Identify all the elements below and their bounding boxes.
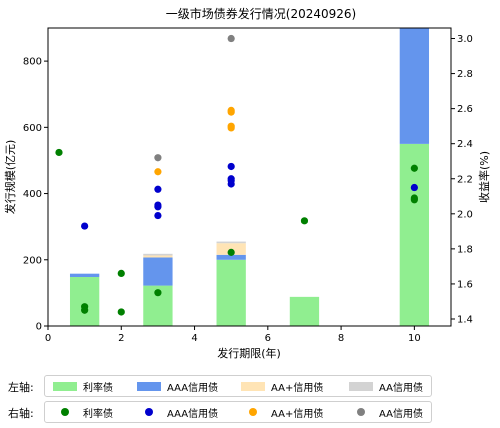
legend-label: AAA信用债 (167, 408, 219, 420)
legend-swatch (53, 381, 77, 391)
legend-right-item-0: 利率债 (53, 402, 113, 422)
point-series0-3 (117, 269, 125, 278)
bar-series3-x3 (143, 253, 173, 256)
legend-label: 利率债 (83, 408, 113, 420)
point-series1-8 (227, 180, 235, 188)
legend-marker (241, 408, 265, 417)
legend-left-item-3: AA信用债 (349, 376, 423, 396)
point-series1-1 (154, 185, 162, 193)
y-left-tick-label: 200 (23, 255, 42, 266)
y-left-tick-label: 0 (36, 322, 42, 333)
point-series0-6 (227, 248, 235, 256)
legend-right-item-2: AA+信用债 (241, 402, 323, 422)
legend-right-item-1: AAA信用债 (137, 402, 218, 422)
legend-label: AA+信用债 (271, 408, 324, 420)
y-left-tick-label: 600 (23, 123, 42, 134)
point-series1-0 (81, 222, 89, 230)
point-series2-0 (154, 168, 162, 176)
legend-swatch (137, 381, 161, 391)
legend-right-axis-label: 右轴: (8, 407, 34, 420)
legend-marker (137, 408, 161, 417)
point-series3-1 (227, 34, 235, 43)
point-series3-0 (154, 154, 162, 162)
legend-left-axis: 利率债 AAA信用债 AA+信用债 AA信用债 (44, 375, 432, 397)
y-right-tick-label: 1.4 (457, 314, 473, 325)
point-series2-2 (227, 108, 235, 116)
y-right-axis-title: 收益率(%) (477, 151, 491, 203)
point-series1-3 (154, 203, 162, 211)
bar-series1-x10 (399, 28, 430, 144)
y-left-tick-label: 800 (23, 57, 42, 68)
bar-series0-x1 (69, 276, 100, 326)
y-right-tick-label: 1.6 (457, 279, 473, 290)
legend-left-item-0: 利率债 (53, 376, 113, 396)
legend-swatch (349, 381, 373, 391)
bar-series1-x3 (143, 257, 173, 286)
bar-series0-x5 (216, 259, 246, 326)
legend-swatch (241, 381, 265, 391)
point-series0-7 (300, 217, 309, 225)
legend-left-item-1: AAA信用债 (137, 376, 218, 396)
legend-label: 利率债 (83, 382, 113, 394)
legend-right-axis: 利率债 AAA信用债 AA+信用债 AA信用债 (44, 401, 432, 423)
y-right-axis-ticks: 1.4 1.6 1.8 2.0 2.2 2.4 2.6 2.8 3.0 (451, 34, 473, 325)
y-left-axis-title: 发行规模(亿元) (3, 140, 17, 215)
bar-series1-x1 (69, 273, 100, 277)
y-right-tick-label: 2.8 (457, 69, 473, 80)
points-layer (55, 34, 418, 316)
point-series1-4 (154, 211, 162, 220)
legend-left-item-2: AA+信用债 (241, 376, 323, 396)
y-right-tick-label: 2.6 (457, 104, 473, 115)
legend-label: AAA信用债 (167, 382, 219, 394)
point-series0-2 (81, 306, 89, 314)
point-series2-4 (227, 124, 235, 132)
point-series1-9 (410, 183, 418, 192)
y-right-tick-label: 3.0 (457, 34, 473, 45)
y-right-tick-label: 2.4 (457, 139, 473, 150)
point-series1-5 (227, 162, 235, 171)
y-right-tick-label: 2.0 (457, 209, 473, 220)
point-series0-8 (410, 164, 418, 172)
y-left-axis-ticks: 0 200 400 600 800 (23, 57, 48, 333)
legend-marker (349, 408, 373, 417)
x-tick-label: 2 (118, 333, 124, 344)
plot-frame (47, 27, 452, 327)
y-right-tick-label: 2.2 (457, 174, 473, 185)
legend-label: AA信用债 (379, 382, 423, 394)
y-left-tick-label: 400 (23, 189, 42, 200)
point-series0-0 (55, 148, 63, 157)
x-tick-label: 10 (408, 333, 421, 344)
legend-right-item-3: AA信用债 (349, 402, 423, 422)
point-series0-5 (154, 289, 162, 297)
bar-series0-x7 (289, 296, 320, 326)
legend-label: AA+信用债 (271, 382, 324, 394)
chart-title: 一级市场债券发行情况(20240926) (166, 6, 356, 21)
x-tick-label: 6 (265, 333, 271, 344)
bar-series2-x3 (143, 255, 173, 258)
legend-marker (53, 408, 77, 417)
point-series0-10 (410, 196, 418, 204)
point-series0-4 (117, 308, 125, 316)
bars-layer (69, 28, 430, 326)
y-right-tick-label: 1.8 (457, 244, 473, 255)
legend-left-axis-label: 左轴: (8, 381, 34, 394)
legend-label: AA信用债 (379, 408, 423, 420)
x-tick-label: 4 (191, 333, 197, 344)
bar-series0-x10 (399, 143, 430, 326)
x-axis-ticks: 0 2 4 6 8 10 (45, 326, 421, 344)
bar-series3-x5 (216, 241, 246, 244)
x-tick-label: 8 (338, 333, 344, 344)
x-axis-title: 发行期限(年) (217, 346, 281, 360)
x-tick-label: 0 (45, 333, 51, 344)
bar-series1-x5 (216, 254, 246, 260)
